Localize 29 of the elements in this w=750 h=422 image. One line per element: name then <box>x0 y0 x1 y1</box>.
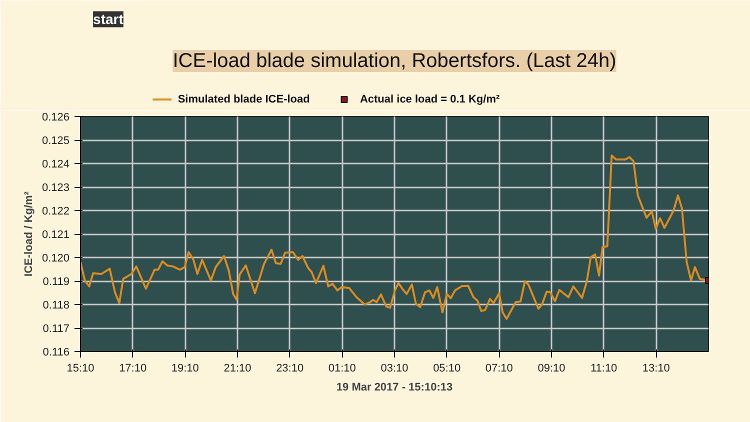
y-tick-label: 0.124 <box>42 158 70 170</box>
y-tick-label: 0.117 <box>42 323 70 335</box>
x-tick-label: 23:10 <box>276 362 304 374</box>
y-tick-label: 0.121 <box>42 229 70 241</box>
y-tick-label: 0.116 <box>42 346 70 358</box>
x-tick-label: 03:10 <box>380 362 408 374</box>
y-tick-label: 0.125 <box>42 135 70 147</box>
legend-label: Simulated blade ICE-load <box>178 94 310 106</box>
x-tick-label: 21:10 <box>224 362 252 374</box>
y-tick-label: 0.126 <box>42 112 70 124</box>
x-tick-label: 09:10 <box>538 362 566 374</box>
x-tick-label: 05:10 <box>433 362 461 374</box>
x-tick-label: 01:10 <box>328 362 356 374</box>
y-axis-title: ICE-load / Kg/m² <box>22 191 35 276</box>
x-tick-label: 11:10 <box>590 362 618 374</box>
y-tick-label: 0.120 <box>42 252 70 264</box>
chart-title: ICE-load blade simulation, Robertsfors. (Last 24h) <box>172 50 616 72</box>
text: start <box>93 11 124 28</box>
x-tick-label: 07:10 <box>485 362 513 374</box>
y-tick-label: 0.122 <box>42 206 70 218</box>
y-tick-label: 0.119 <box>42 276 70 288</box>
x-tick-label: 13:10 <box>642 362 670 374</box>
x-tick-label: 17:10 <box>119 362 147 374</box>
x-axis-title: 19 Mar 2017 - 15:10:13 <box>336 382 453 394</box>
y-tick-label: 0.118 <box>42 300 70 312</box>
legend-label: Actual ice load = 0.1 Kg/m² <box>360 94 500 106</box>
x-tick-label: 19:10 <box>171 362 199 374</box>
y-tick-label: 0.123 <box>42 182 70 194</box>
x-tick-label: 15:10 <box>66 362 94 374</box>
